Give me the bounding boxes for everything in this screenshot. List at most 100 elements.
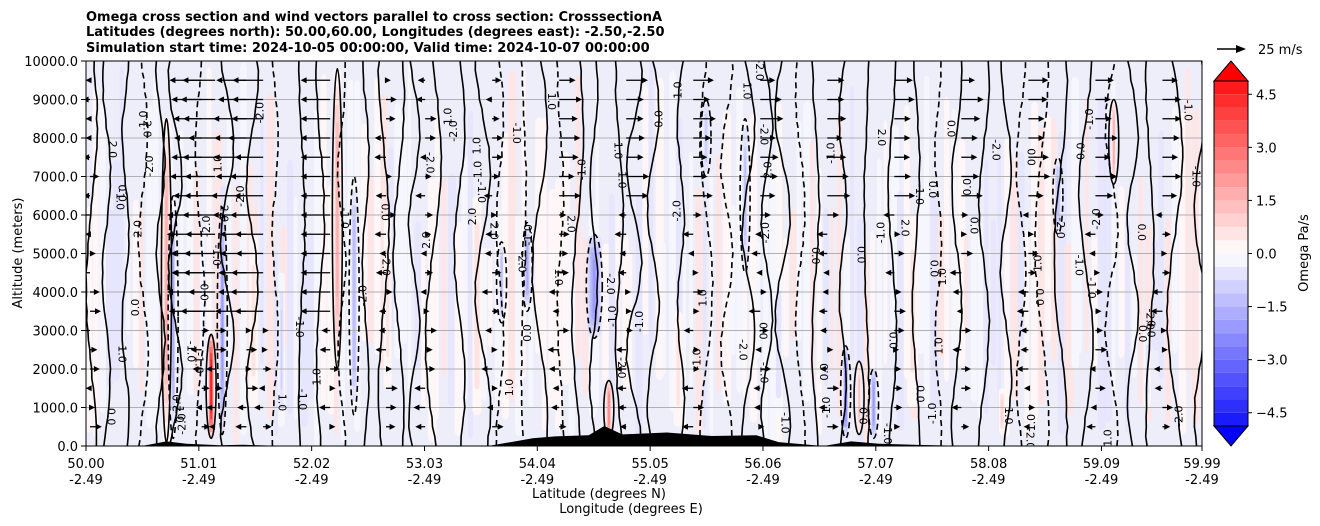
x-tick-lat-label: 52.02: [293, 457, 330, 472]
wind-vector-head: [166, 231, 173, 238]
contour-label: -2.0: [253, 102, 266, 123]
wind-vector-arrow: [961, 231, 968, 238]
wind-vector-arrow: [379, 250, 387, 257]
omega-band: [374, 77, 381, 356]
wind-vector-arrow: [626, 192, 649, 199]
contour-label: 0.0: [857, 407, 870, 425]
wind-vector-arrow: [1028, 269, 1037, 276]
x-tick-lon-label: -2.49: [69, 473, 103, 488]
contour-label: 1.0: [545, 93, 558, 111]
omega-band: [367, 173, 374, 344]
wind-vector-arrow: [559, 269, 569, 276]
wind-vector-head: [1111, 173, 1118, 180]
contour-label: -1.0: [210, 245, 223, 266]
wind-vector-arrow: [693, 135, 712, 141]
omega-band: [1191, 108, 1200, 425]
wind-vector-head: [415, 96, 422, 103]
wind-vector-arrow: [559, 96, 583, 103]
wind-vector-arrow: [760, 192, 776, 199]
wind-vector-arrow: [827, 96, 845, 103]
contour-label: -2.0: [1090, 208, 1103, 229]
wind-vector-arrow: [491, 385, 498, 392]
wind-vector-head: [964, 385, 971, 392]
wind-vector-arrow: [231, 269, 264, 276]
chart-title-line-2: Latitudes (degrees north): 50.00,60.00, …: [86, 25, 665, 40]
wind-vector-head: [965, 327, 972, 334]
wind-vector-arrow: [413, 404, 426, 411]
colorbar-tick-label: −4.5: [1256, 407, 1288, 422]
wind-vector-arrow: [894, 115, 911, 122]
wind-vector-head: [704, 96, 711, 103]
omega-contour-closed: [739, 117, 751, 274]
wind-vector-head: [245, 327, 252, 334]
chart-title-line-3: Simulation start time: 2024-10-05 00:00:…: [86, 41, 650, 56]
wind-vector-head: [214, 308, 221, 315]
wind-vector-arrow: [1162, 269, 1171, 276]
wind-vector-arrow: [961, 154, 978, 161]
wind-vector-head: [1104, 96, 1111, 103]
wind-vector-arrow: [760, 135, 776, 141]
wind-vector-head: [894, 423, 901, 430]
wind-vector-arrow: [88, 404, 95, 411]
wind-vector-head: [560, 423, 567, 430]
contour-label: 0.0: [653, 110, 666, 128]
wind-vector-head: [300, 289, 307, 295]
wind-vector-arrow: [419, 154, 426, 161]
omega-contour-line: [453, 61, 466, 446]
wind-key-label: 25 m/s: [1258, 43, 1303, 58]
contour-label: 1.0: [503, 379, 516, 397]
wind-vector-head: [551, 404, 558, 411]
wind-vector-head: [235, 231, 242, 238]
contour-label: -2.0: [615, 357, 628, 378]
wind-vector-head: [572, 154, 579, 161]
colorbar-level: [1214, 346, 1248, 360]
wind-vector-arrow: [415, 423, 426, 430]
wind-vector-head: [977, 96, 984, 103]
wind-vector-arrow: [492, 154, 504, 161]
contour-label: -1.0: [193, 352, 206, 373]
wind-vector-head: [838, 77, 845, 84]
omega-contour-line: [1077, 61, 1094, 446]
wind-vector-arrow: [961, 366, 971, 372]
wind-vector-head: [173, 135, 180, 141]
wind-vector-head: [93, 289, 100, 295]
omega-contour-line: [1053, 61, 1069, 446]
omega-band: [830, 205, 834, 375]
wind-vector-head: [818, 308, 825, 315]
wind-vector-head: [425, 231, 432, 238]
contour-label: 1.0: [936, 268, 949, 286]
wind-vector-head: [1107, 192, 1114, 199]
wind-vector-head: [1032, 250, 1039, 257]
omega-band: [427, 178, 437, 442]
omega-contour-line: [719, 61, 734, 446]
omega-feature-cell: [608, 394, 610, 425]
wind-vector-head: [389, 423, 396, 430]
wind-vector-head: [832, 423, 839, 430]
wind-vector-arrow: [425, 269, 434, 276]
x-tick-lat-label: 54.04: [519, 457, 556, 472]
wind-vector-arrow: [1095, 96, 1111, 103]
wind-vector-head: [300, 96, 307, 103]
wind-vector-head: [1038, 115, 1045, 122]
wind-vector-arrow: [1086, 423, 1096, 430]
wind-vector-arrow: [754, 404, 761, 411]
wind-vector-arrow: [386, 212, 397, 218]
wind-vector-arrow: [425, 135, 437, 141]
wind-vector-head: [80, 270, 86, 276]
wind-vector-head: [218, 269, 225, 276]
wind-vector-arrow: [300, 77, 331, 84]
omega-contour-line: [950, 61, 963, 446]
wind-vector-arrow: [190, 346, 202, 353]
wind-vector-arrow: [619, 250, 627, 257]
wind-vector-head: [375, 346, 382, 353]
wind-vector-arrow: [1162, 173, 1182, 180]
wind-vector-arrow: [425, 115, 437, 122]
wind-vector-head: [235, 423, 242, 430]
wind-vector-arrow: [681, 423, 694, 430]
wind-vector-arrow: [693, 404, 705, 411]
wind-vector-arrow: [86, 385, 92, 392]
wind-vector-arrow: [90, 346, 98, 353]
y-tick-label: 8000.0: [33, 132, 79, 147]
omega-contour-closed: [167, 194, 179, 440]
wind-vector-head: [625, 289, 632, 295]
